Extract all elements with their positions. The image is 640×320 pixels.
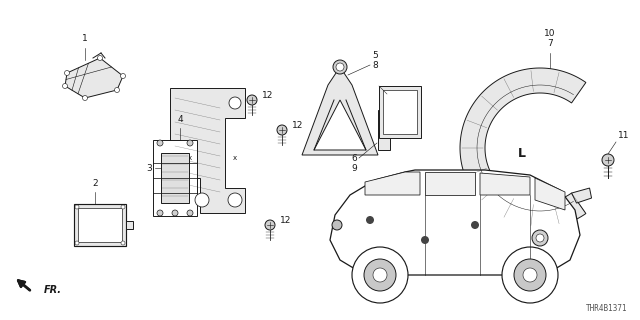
Bar	[74, 204, 126, 246]
Circle shape	[373, 268, 387, 282]
Circle shape	[228, 193, 242, 207]
Circle shape	[514, 259, 546, 291]
Circle shape	[247, 95, 257, 105]
Circle shape	[63, 84, 67, 89]
Polygon shape	[535, 178, 565, 210]
Text: 4: 4	[177, 115, 183, 124]
Circle shape	[97, 55, 102, 60]
Bar	[378, 110, 390, 150]
Polygon shape	[65, 58, 123, 98]
Circle shape	[364, 259, 396, 291]
Circle shape	[602, 154, 614, 166]
Circle shape	[421, 236, 429, 244]
Circle shape	[366, 216, 374, 224]
Text: 9: 9	[351, 164, 357, 173]
Bar	[383, 90, 417, 134]
Bar	[126, 221, 133, 229]
Circle shape	[332, 220, 342, 230]
Circle shape	[75, 241, 79, 245]
Circle shape	[352, 247, 408, 303]
Circle shape	[471, 221, 479, 229]
Circle shape	[333, 60, 347, 74]
Circle shape	[65, 70, 70, 76]
Text: L: L	[518, 147, 526, 159]
Circle shape	[229, 97, 241, 109]
Text: 6: 6	[351, 154, 357, 163]
Text: x: x	[233, 155, 237, 161]
Text: 11: 11	[618, 131, 630, 140]
Circle shape	[523, 268, 537, 282]
Circle shape	[277, 125, 287, 135]
Bar	[161, 153, 189, 203]
Text: 10: 10	[544, 29, 556, 38]
Text: 7: 7	[547, 39, 553, 48]
Bar	[153, 140, 197, 216]
Polygon shape	[314, 100, 366, 150]
Circle shape	[187, 210, 193, 216]
Circle shape	[121, 205, 125, 209]
Circle shape	[532, 230, 548, 246]
Text: FR.: FR.	[44, 285, 62, 295]
Polygon shape	[330, 170, 580, 275]
Polygon shape	[170, 88, 245, 213]
Text: THR4B1371: THR4B1371	[586, 304, 628, 313]
Circle shape	[172, 210, 178, 216]
Bar	[78, 208, 122, 242]
Circle shape	[502, 247, 558, 303]
Circle shape	[336, 63, 344, 71]
Polygon shape	[460, 68, 586, 228]
Circle shape	[120, 74, 125, 78]
Text: 12: 12	[292, 121, 303, 130]
Circle shape	[121, 241, 125, 245]
Circle shape	[187, 140, 193, 146]
Circle shape	[265, 220, 275, 230]
Polygon shape	[365, 172, 420, 195]
Bar	[379, 86, 421, 138]
Text: 8: 8	[372, 61, 378, 70]
Circle shape	[157, 140, 163, 146]
Text: 12: 12	[280, 215, 291, 225]
Text: 1: 1	[82, 34, 88, 43]
Circle shape	[115, 87, 120, 92]
Circle shape	[157, 210, 163, 216]
Polygon shape	[572, 188, 591, 203]
Circle shape	[195, 193, 209, 207]
Circle shape	[75, 205, 79, 209]
Circle shape	[83, 95, 88, 100]
Polygon shape	[425, 172, 475, 195]
Text: x: x	[188, 155, 192, 161]
Text: 3: 3	[147, 164, 152, 172]
Polygon shape	[480, 173, 530, 195]
Text: 5: 5	[372, 51, 378, 60]
Polygon shape	[302, 67, 378, 155]
Text: 12: 12	[262, 91, 273, 100]
Circle shape	[536, 234, 544, 242]
Text: 2: 2	[92, 179, 98, 188]
